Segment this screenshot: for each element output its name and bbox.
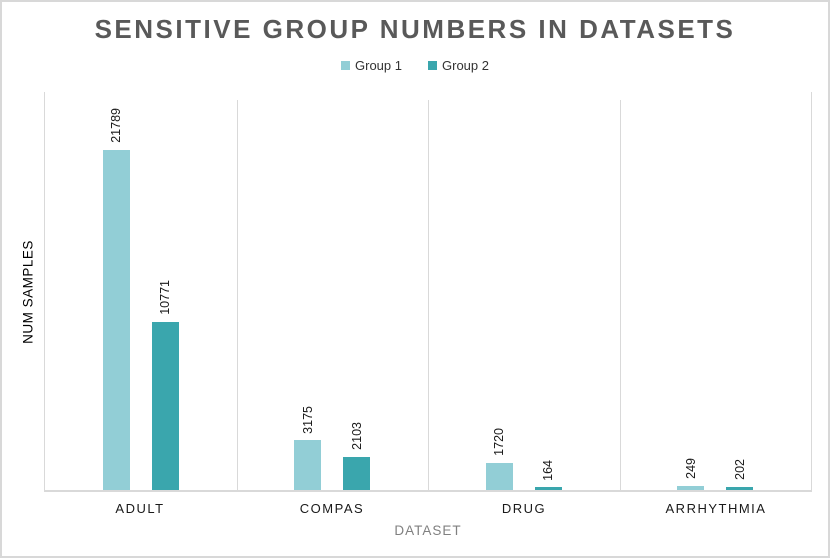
bar-group-adult: 21789 10771 (45, 92, 237, 490)
y-axis-title: NUM SAMPLES (20, 240, 36, 344)
legend-swatch-group-1 (341, 61, 351, 70)
bar-groups: 21789 10771 3175 2103 1720 164 249 202 (45, 92, 811, 490)
bar-value-label: 249 (683, 458, 698, 480)
bar-group-1-drug: 1720 (485, 428, 513, 490)
bar-group-2-arrhythmia: 202 (726, 459, 754, 490)
legend-item-group-1: Group 1 (341, 58, 402, 73)
x-category-label-compas: COMPAS (299, 501, 365, 516)
bar-group-1-adult: 21789 (102, 108, 130, 490)
category-separator-gridline (236, 100, 238, 490)
legend-swatch-group-2 (428, 61, 437, 70)
legend: Group 1 Group 2 (2, 58, 828, 73)
legend-label: Group 2 (442, 58, 489, 73)
bar-group-drug: 1720 164 (428, 92, 620, 490)
bar-group-compas: 3175 2103 (237, 92, 429, 490)
legend-label: Group 1 (355, 58, 402, 73)
bar-value-label: 3175 (300, 405, 315, 434)
bar-value-label: 10771 (158, 279, 172, 315)
bar-group-1-arrhythmia: 249 (677, 458, 705, 490)
x-category-label-arrhythmia: ARRHYTHMIA (665, 501, 767, 516)
bar-group-2-drug: 164 (534, 460, 562, 490)
legend-item-group-2: Group 2 (428, 58, 489, 73)
plot-area: 21789 10771 3175 2103 1720 164 249 202 (44, 92, 812, 492)
bar-value-label: 21789 (109, 107, 123, 143)
chart-title: SENSITIVE GROUP NUMBERS IN DATASETS (94, 14, 736, 44)
x-axis-category-labels: ADULT COMPAS DRUG ARRHYTHMIA (44, 501, 812, 516)
x-category-label-drug: DRUG (501, 501, 547, 516)
category-separator-gridline (619, 100, 621, 490)
bar-value-label: 1720 (492, 428, 506, 457)
x-category-label-adult: ADULT (115, 501, 165, 516)
x-axis-title: DATASET (394, 523, 462, 538)
bar-group-2-compas: 2103 (343, 422, 371, 490)
bar-value-label: 164 (541, 459, 555, 481)
category-separator-gridline (428, 100, 429, 490)
bar-value-label: 202 (732, 458, 747, 480)
bar-group-1-compas: 3175 (294, 406, 322, 490)
bar-group-arrhythmia: 249 202 (620, 92, 812, 490)
bar-value-label: 2103 (349, 422, 364, 451)
bar-group-2-adult: 10771 (151, 280, 179, 490)
